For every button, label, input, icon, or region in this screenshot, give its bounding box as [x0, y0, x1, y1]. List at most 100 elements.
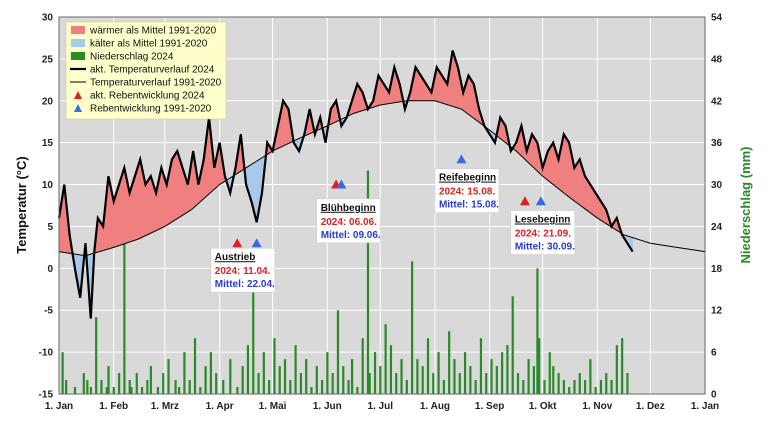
precip-bar: [209, 352, 212, 394]
legend-item: kälter als Mittel 1991-2020: [71, 39, 208, 50]
x-tick-label: 1. Dez: [636, 401, 665, 412]
precip-bar: [426, 338, 430, 394]
precip-bar: [174, 380, 177, 394]
legend-label: wärmer als Mittel 1991-2020: [89, 26, 217, 37]
precip-bar: [262, 352, 265, 394]
warm-fill: [132, 176, 136, 242]
legend-label: akt. Rebentwicklung 2024: [90, 91, 205, 102]
precip-bar: [229, 359, 232, 394]
precip-bar: [100, 380, 103, 394]
annotation-2024: 2024: 11.04.: [215, 266, 271, 277]
precip-bar: [299, 373, 303, 394]
precip-bar: [469, 366, 472, 394]
precip-bar: [204, 366, 207, 394]
warm-fill: [586, 178, 589, 213]
warm-fill: [378, 74, 381, 106]
warm-fill: [147, 178, 150, 236]
y2-tick-label: 18: [711, 264, 723, 275]
warm-fill: [171, 155, 174, 223]
precip-bar: [156, 387, 160, 394]
y-tick-label: 20: [42, 96, 54, 107]
warm-fill: [577, 158, 580, 206]
precip-bar: [389, 345, 393, 394]
precip-bar: [268, 380, 271, 394]
precip-bar: [347, 380, 350, 394]
precip-bar: [573, 380, 576, 394]
warm-fill: [175, 150, 178, 221]
annotation-austrieb: Austrieb 2024: 11.04. Mittel: 22.04.: [210, 247, 276, 293]
legend-item: wärmer als Mittel 1991-2020: [71, 26, 217, 37]
precip-bar: [361, 338, 364, 394]
precip-bar: [621, 338, 624, 394]
precip-bar: [89, 387, 92, 394]
annotation-box: [434, 168, 500, 213]
legend-swatch: [71, 39, 85, 47]
precip-bar: [273, 338, 276, 394]
warm-fill: [118, 178, 122, 246]
precip-bar: [568, 387, 571, 394]
precip-bar: [65, 380, 68, 394]
precip-bar: [458, 373, 461, 394]
precip-bar: [583, 380, 587, 394]
precip-bar: [516, 373, 520, 394]
y-tick-label: 5: [47, 222, 53, 233]
y-tick-label: 0: [47, 264, 53, 275]
warm-fill: [438, 69, 441, 103]
precip-bar: [615, 345, 618, 394]
legend-swatch: [74, 104, 82, 112]
precip-bar: [411, 261, 414, 394]
precip-bar: [215, 373, 218, 394]
precip-bar: [485, 373, 488, 394]
precip-bar: [463, 352, 467, 394]
precip-bar: [400, 359, 403, 394]
legend: wärmer als Mittel 1991-2020 kälter als Mi…: [65, 21, 227, 120]
x-tick-label: 1. Jan: [691, 401, 719, 412]
warm-fill: [417, 69, 420, 102]
precip-bar: [241, 366, 244, 394]
legend-swatch: [74, 91, 82, 99]
precip-bar: [326, 352, 329, 394]
precip-bar: [552, 366, 555, 394]
warm-fill: [145, 180, 148, 237]
precip-bar: [178, 387, 181, 394]
annotation-title: Lesebeginn: [515, 215, 571, 226]
precip-bar: [522, 380, 525, 394]
legend-item: Temperaturverlauf 1991-2020: [70, 78, 222, 89]
precip-bar: [453, 359, 456, 394]
x-tick-label: 1. Okt: [529, 401, 557, 412]
warm-fill: [284, 102, 287, 146]
warm-fill: [173, 152, 176, 222]
y2-tick-label: 24: [711, 222, 723, 233]
warm-fill: [131, 181, 134, 242]
precip-bar: [511, 296, 514, 394]
annotation-2024: 2024: 06.06.: [321, 217, 377, 228]
warm-fill: [574, 164, 577, 203]
precip-bar: [183, 352, 186, 394]
precip-bar: [95, 317, 98, 394]
precip-bar: [448, 331, 451, 394]
precip-bar: [146, 380, 149, 394]
precip-bar: [73, 387, 77, 394]
x-tick-label: 1. Mrz: [151, 401, 179, 412]
x-tick-label: 1. Nov: [582, 401, 612, 412]
precip-bar: [289, 380, 292, 394]
annotation-2024: 2024: 15.08.: [439, 187, 495, 198]
precip-bar: [366, 170, 370, 394]
legend-label: Rebentwicklung 1991-2020: [90, 104, 212, 115]
annotation-2024: 2024: 21.09.: [515, 229, 571, 240]
warm-fill: [588, 180, 591, 214]
precip-bar: [107, 366, 110, 394]
legend-swatch: [71, 52, 85, 60]
precip-bar: [594, 387, 597, 394]
warm-fill: [177, 150, 180, 220]
warm-fill: [282, 99, 286, 147]
y-tick-label: 25: [42, 54, 54, 65]
warm-fill: [99, 219, 102, 252]
warm-fill: [452, 50, 455, 108]
warm-fill: [436, 66, 439, 103]
precip-bar: [294, 345, 297, 394]
precip-bar: [350, 359, 354, 394]
precip-bar: [149, 366, 152, 394]
y-tick-label: -10: [39, 348, 54, 359]
